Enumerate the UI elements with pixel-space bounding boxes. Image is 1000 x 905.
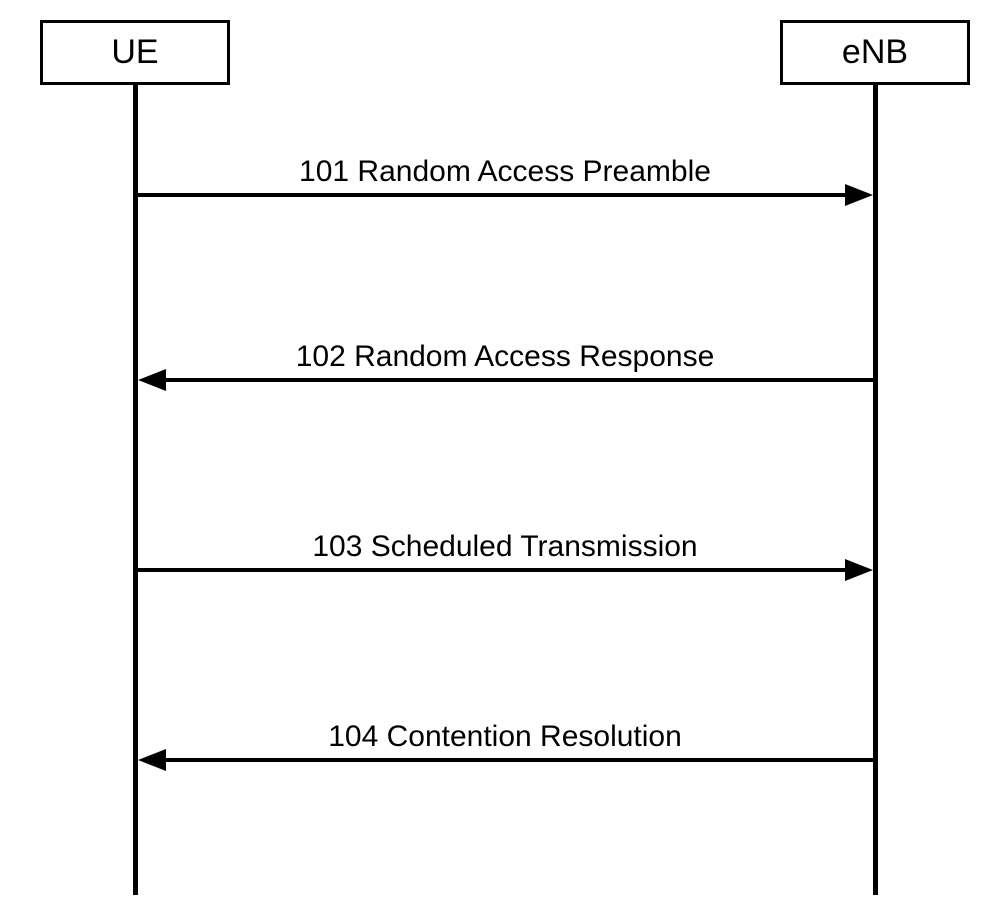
- msg1-line: [138, 193, 845, 197]
- msg3-label: 103 Scheduled Transmission: [155, 530, 855, 564]
- ue-actor-label: UE: [111, 33, 158, 72]
- enb-actor-label: eNB: [842, 33, 908, 72]
- ue-actor-box: UE: [40, 20, 230, 85]
- msg2-line: [166, 378, 873, 382]
- enb-lifeline: [873, 85, 878, 895]
- sequence-diagram: UE eNB 101 Random Access Preamble 102 Rando…: [0, 0, 1000, 905]
- ue-lifeline: [133, 85, 138, 895]
- msg4-label: 104 Contention Resolution: [155, 720, 855, 754]
- enb-actor-box: eNB: [780, 20, 970, 85]
- msg2-label: 102 Random Access Response: [155, 340, 855, 374]
- msg3-line: [138, 568, 845, 572]
- msg1-label: 101 Random Access Preamble: [155, 155, 855, 189]
- msg4-line: [166, 758, 873, 762]
